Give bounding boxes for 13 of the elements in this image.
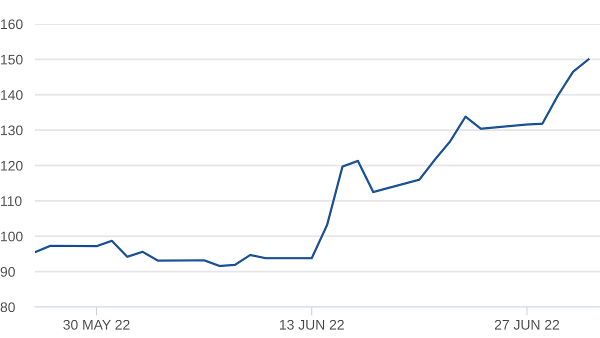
x-tick-label: 30 MAY 22 — [63, 320, 130, 330]
x-tick-label: 27 JUN 22 — [494, 320, 560, 330]
y-tick-label: 110 — [1, 196, 22, 206]
y-tick-label: 140 — [1, 90, 23, 100]
y-tick-label: 130 — [1, 125, 23, 136]
y-tick-label: 80 — [0, 302, 15, 312]
y-tick-label: 100 — [1, 232, 23, 242]
y-tick-label: 150 — [1, 54, 23, 65]
y-tick-label: 90 — [0, 266, 15, 277]
x-tick-label: 13 JUN 22 — [280, 320, 344, 330]
y-tick-label: 160 — [1, 19, 23, 30]
y-tick-label: 120 — [1, 160, 23, 171]
line-series — [35, 58, 590, 268]
